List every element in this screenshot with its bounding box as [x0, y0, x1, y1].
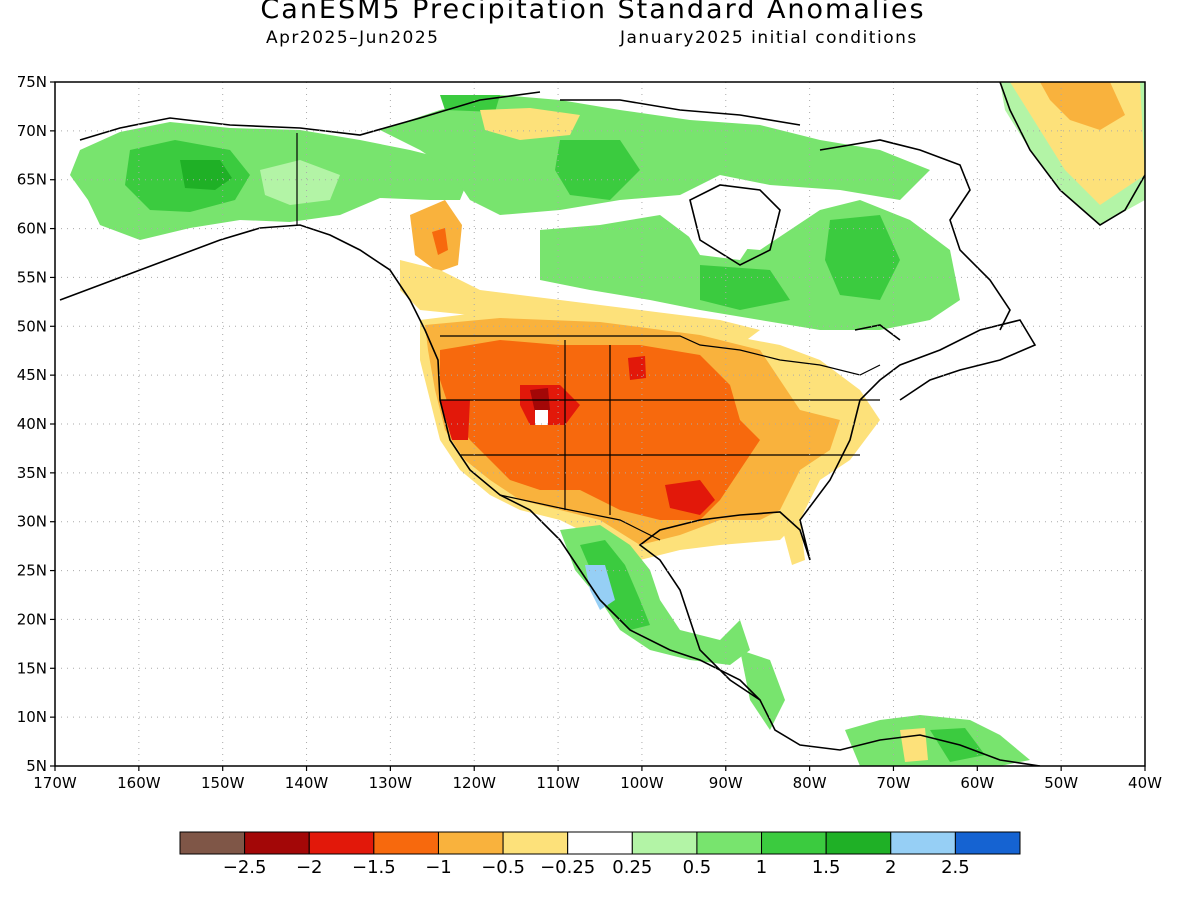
colorbar-swatch — [502, 831, 569, 855]
colorbar-label: 2 — [885, 857, 896, 878]
lat-tick-label: 15N — [17, 659, 47, 677]
colorbar-swatch — [825, 831, 892, 855]
map-title: CanESM5 Precipitation Standard Anomalies — [260, 0, 926, 25]
colorbar-label: −0.5 — [481, 857, 525, 878]
idaho-hole — [535, 410, 548, 425]
colorbar-swatch — [890, 831, 956, 855]
lat-tick-label: 25N — [17, 562, 47, 580]
colorbar-label: −2 — [296, 857, 323, 878]
colorbar-label: −1 — [425, 857, 452, 878]
lon-tick-label: 60W — [960, 774, 994, 792]
lat-tick-label: 60N — [17, 220, 47, 238]
colorbar-swatch — [308, 831, 375, 855]
arctic-yellow — [480, 108, 580, 140]
colorbar-label: 2.5 — [941, 857, 970, 878]
central-america-wet — [740, 650, 785, 730]
colorbar-label: −1.5 — [352, 857, 396, 878]
lat-tick-label: 5N — [26, 757, 47, 775]
init-conditions-subtitle: January2025 initial conditions — [620, 28, 918, 48]
anomaly-shading — [70, 82, 1145, 766]
colorbar-swatch — [179, 831, 246, 855]
lon-tick-label: 110W — [536, 774, 580, 792]
lon-tick-label: 40W — [1128, 774, 1162, 792]
lat-tick-label: 65N — [17, 171, 47, 189]
colorbar-label: 0.25 — [612, 857, 652, 878]
labrador-core — [825, 215, 900, 300]
colorbar-swatch — [761, 831, 827, 855]
colorbar-label: −0.25 — [540, 857, 595, 878]
colorbar-swatch — [567, 831, 633, 855]
lat-tick-label: 70N — [17, 122, 47, 140]
lon-tick-label: 70W — [877, 774, 911, 792]
mexico-blue — [585, 565, 615, 610]
colorbar-swatch — [373, 831, 439, 855]
nevada-dry — [440, 400, 470, 440]
longitude-axis: 170W 160W 150W 140W 130W 120W 110W 100W 90W 80W 70… — [33, 766, 1162, 792]
colorbar-swatch — [631, 831, 698, 855]
colorbar-label: 0.5 — [683, 857, 712, 878]
lon-tick-label: 160W — [117, 774, 161, 792]
season-subtitle: Apr2025–Jun2025 — [266, 28, 440, 48]
latitude-axis: 5N 10N 15N 20N 25N 30N 35N 40N 45N 50N 55N 60N 65N 70… — [17, 73, 55, 775]
lat-tick-label: 40N — [17, 415, 47, 433]
texas-dry — [665, 480, 715, 515]
quebec-core — [700, 265, 790, 310]
bc-dry-core — [432, 228, 448, 255]
yukon-light — [260, 160, 340, 205]
florida-dry — [780, 520, 805, 565]
hudson-bay — [685, 200, 760, 260]
arctic-wet-region — [380, 95, 930, 215]
colorbar-swatch — [696, 831, 763, 855]
lat-tick-label: 75N — [17, 73, 47, 91]
colorbar — [179, 831, 1021, 855]
colorbar-swatch — [954, 831, 1021, 855]
borders — [296, 133, 881, 541]
lat-tick-label: 30N — [17, 513, 47, 531]
colorbar-labels: −2.5 −2 −1.5 −1 −0.5 −0.25 0.25 0.5 1 1.5 2 2.5 — [223, 857, 970, 878]
colorbar-label: 1 — [756, 857, 767, 878]
colorbar-swatch — [437, 831, 504, 855]
grid — [55, 82, 1145, 766]
lon-tick-label: 170W — [33, 774, 77, 792]
dakota-dry — [628, 356, 646, 380]
lon-tick-label: 80W — [793, 774, 827, 792]
lat-tick-label: 55N — [17, 268, 47, 286]
alaska-center — [180, 160, 232, 190]
mexico-core — [580, 540, 650, 630]
bc-yellow-band — [400, 260, 760, 345]
colorbar-label: −2.5 — [223, 857, 267, 878]
lon-tick-label: 90W — [709, 774, 743, 792]
lat-tick-label: 20N — [17, 610, 47, 628]
lat-tick-label: 10N — [17, 708, 47, 726]
arctic-core — [555, 140, 640, 200]
lon-tick-label: 140W — [285, 774, 329, 792]
lon-tick-label: 50W — [1044, 774, 1078, 792]
lon-tick-label: 100W — [620, 774, 664, 792]
lon-tick-label: 120W — [452, 774, 496, 792]
coastlines — [59, 82, 1145, 766]
colorbar-label: 1.5 — [812, 857, 841, 878]
lat-tick-label: 35N — [17, 464, 47, 482]
lat-tick-label: 45N — [17, 366, 47, 384]
lat-tick-label: 50N — [17, 317, 47, 335]
lon-tick-label: 150W — [201, 774, 245, 792]
lon-tick-label: 130W — [369, 774, 413, 792]
colorbar-swatch — [244, 831, 310, 855]
